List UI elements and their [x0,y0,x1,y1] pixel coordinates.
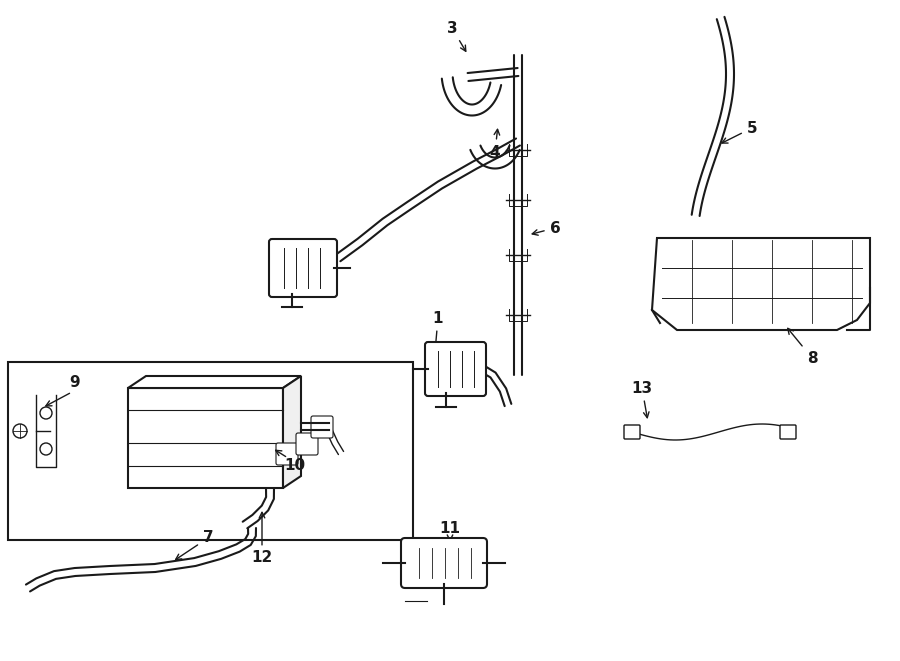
FancyBboxPatch shape [276,443,298,465]
Text: 8: 8 [788,329,817,366]
Text: 4: 4 [490,130,500,159]
FancyBboxPatch shape [269,239,337,297]
Text: 5: 5 [722,120,757,143]
Text: 7: 7 [176,531,213,560]
Text: 3: 3 [446,20,466,52]
FancyBboxPatch shape [780,425,796,439]
FancyBboxPatch shape [311,416,333,438]
Text: 12: 12 [251,512,273,566]
Text: 13: 13 [632,381,652,418]
Polygon shape [128,376,301,388]
Text: 9: 9 [69,375,80,389]
Bar [8,362,413,540]
Text: 2: 2 [296,263,310,280]
Bar [128,388,283,488]
Text: 10: 10 [284,457,306,473]
Text: 6: 6 [532,221,561,235]
Polygon shape [652,238,870,330]
Polygon shape [283,376,301,488]
Text: 1: 1 [433,311,443,348]
Text: 11: 11 [439,520,461,541]
FancyBboxPatch shape [425,342,486,396]
FancyBboxPatch shape [624,425,640,439]
FancyBboxPatch shape [401,538,487,588]
FancyBboxPatch shape [296,433,318,455]
